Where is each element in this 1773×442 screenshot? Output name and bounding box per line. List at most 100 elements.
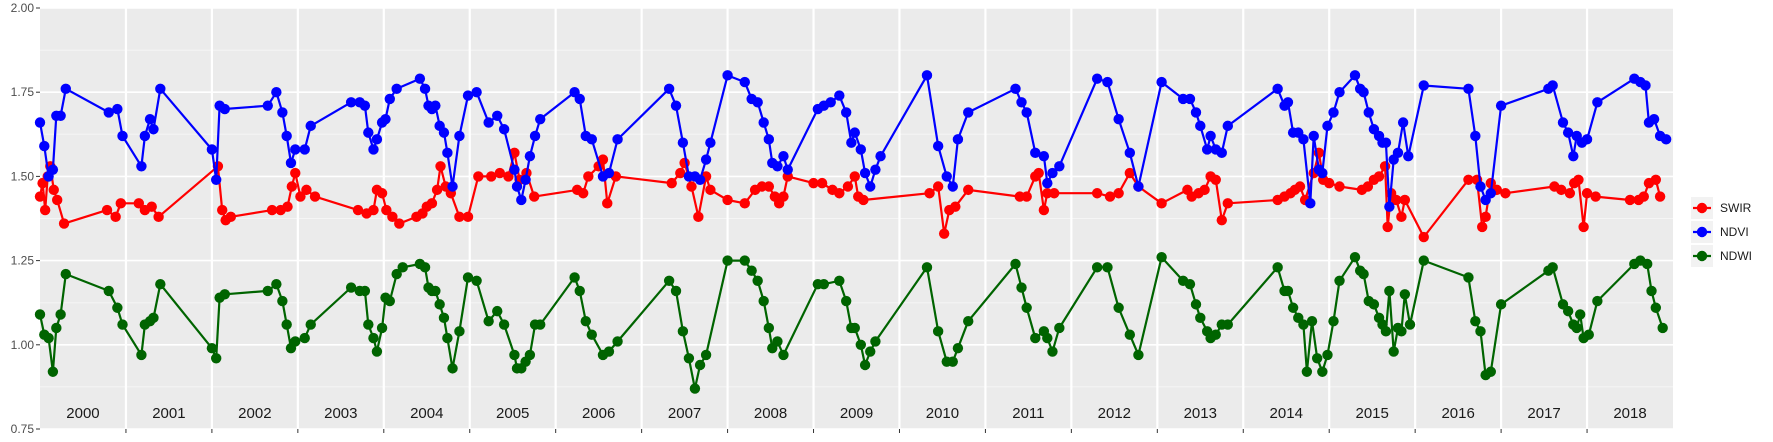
data-point	[574, 285, 585, 297]
data-point	[675, 167, 686, 179]
legend-label: NDWI	[1720, 249, 1752, 263]
data-point	[1184, 93, 1196, 105]
data-point	[112, 302, 123, 313]
legend-key-point	[1696, 250, 1708, 262]
data-point	[849, 171, 860, 182]
year-label: 2001	[152, 405, 185, 422]
data-point	[1042, 177, 1053, 189]
data-point	[1272, 83, 1283, 95]
data-point	[694, 174, 706, 185]
data-point	[1574, 309, 1586, 320]
data-point	[139, 130, 151, 142]
data-point	[1547, 262, 1558, 273]
data-point	[1272, 262, 1283, 273]
data-point	[486, 171, 497, 182]
series-ndvi	[34, 70, 1672, 212]
year-label: 2007	[668, 405, 701, 422]
data-point	[1010, 83, 1021, 95]
data-point	[394, 218, 405, 229]
data-point	[1592, 97, 1603, 108]
data-point	[686, 181, 697, 192]
data-point	[597, 154, 609, 165]
data-point	[842, 181, 854, 192]
year-label: 2002	[238, 405, 271, 422]
data-point	[739, 76, 750, 88]
data-point	[509, 164, 520, 175]
data-point	[148, 124, 159, 135]
data-point	[43, 332, 54, 344]
data-point	[225, 211, 237, 223]
data-point	[1195, 120, 1206, 132]
data-point	[368, 204, 379, 216]
series-swir	[34, 147, 1666, 243]
data-point	[752, 97, 763, 108]
year-label: 2016	[1441, 405, 1474, 422]
data-point	[471, 87, 482, 98]
data-point	[1557, 117, 1569, 128]
data-point	[921, 262, 933, 273]
data-point	[262, 285, 273, 297]
data-point	[210, 174, 222, 185]
year-label: 2008	[754, 405, 787, 422]
year-label: 2010	[926, 405, 959, 422]
data-point	[1384, 285, 1395, 297]
data-point	[1010, 258, 1021, 270]
data-point	[700, 154, 712, 165]
data-point	[1033, 167, 1044, 179]
data-point	[381, 204, 392, 216]
data-point	[816, 177, 828, 189]
data-point	[739, 198, 750, 209]
data-point	[1222, 120, 1233, 132]
data-point	[1210, 329, 1221, 340]
data-point	[763, 134, 775, 145]
data-point	[1047, 167, 1058, 179]
data-point	[1660, 134, 1672, 145]
data-point	[1547, 80, 1558, 91]
data-point	[1470, 316, 1481, 327]
data-point	[1156, 198, 1167, 209]
data-point	[60, 268, 71, 280]
data-point	[722, 194, 733, 206]
data-point	[1113, 302, 1124, 313]
data-point	[586, 329, 597, 340]
data-point	[1463, 272, 1474, 283]
data-point	[492, 110, 503, 121]
data-point	[462, 211, 474, 223]
data-point	[924, 188, 935, 199]
data-point	[758, 117, 769, 128]
data-point	[55, 309, 66, 320]
data-point	[834, 275, 845, 287]
data-point	[583, 171, 594, 182]
data-point	[849, 127, 860, 138]
data-point	[1581, 188, 1593, 199]
data-point	[471, 275, 482, 287]
data-point	[430, 100, 441, 111]
data-point	[1463, 174, 1474, 185]
data-point	[1133, 181, 1144, 192]
data-point	[1305, 198, 1316, 209]
data-point	[1368, 299, 1380, 310]
data-point	[419, 83, 431, 95]
data-point	[442, 147, 453, 159]
data-point	[1021, 191, 1032, 202]
year-label: 2005	[496, 405, 529, 422]
data-point	[1495, 299, 1507, 310]
data-point	[825, 97, 836, 108]
data-point	[1396, 211, 1407, 223]
data-point	[1592, 295, 1603, 307]
data-point	[438, 127, 450, 138]
data-point	[1358, 268, 1369, 280]
data-point	[1568, 150, 1579, 162]
data-point	[1334, 275, 1345, 287]
data-point	[963, 316, 974, 327]
data-point	[705, 184, 716, 196]
data-point	[870, 164, 881, 175]
data-point	[435, 161, 446, 172]
data-point	[511, 181, 523, 192]
data-point	[535, 319, 546, 330]
y-tick-label: 2.00	[11, 1, 35, 15]
data-point	[509, 349, 520, 361]
data-point	[442, 332, 453, 344]
data-point	[670, 285, 682, 297]
data-point	[376, 322, 388, 334]
